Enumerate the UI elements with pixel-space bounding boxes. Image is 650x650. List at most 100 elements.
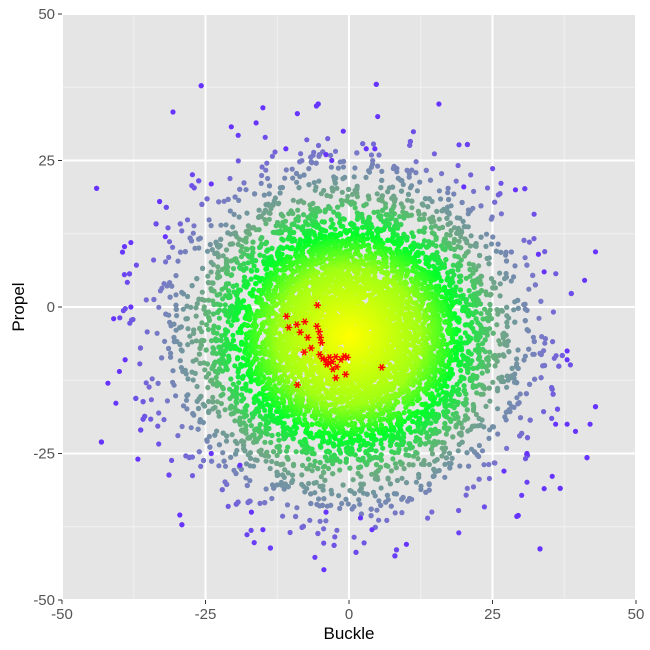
data-point [293,513,299,520]
data-point [463,275,469,281]
data-point [188,304,194,310]
data-point [188,238,195,244]
data-point [267,465,273,472]
data-point [226,353,232,359]
data-point [166,254,172,260]
data-point [210,262,216,268]
data-point [263,221,269,227]
data-point [436,225,442,231]
data-point [445,312,452,318]
data-point [401,466,407,472]
data-point [279,230,285,236]
data-point [445,185,451,191]
data-point [540,363,546,369]
data-point [285,444,291,450]
data-point [189,473,196,479]
data-point [368,152,375,158]
data-point [309,468,315,474]
data-point [509,365,515,371]
data-point [244,482,250,489]
data-point [488,241,495,247]
data-point [526,346,532,352]
data-point [383,212,389,218]
data-point [392,553,398,559]
data-point [243,187,249,193]
data-point [473,334,479,340]
data-point [446,450,453,456]
data-point [272,149,278,155]
data-point [218,401,224,407]
data-point [161,417,167,423]
data-point [167,294,173,300]
data-point [568,290,574,297]
data-point [514,361,520,367]
data-point [400,494,406,501]
data-point [360,455,366,461]
data-point [215,409,221,415]
data-point [521,357,527,363]
data-point [289,472,296,478]
data-point [465,211,471,217]
data-point [334,185,340,191]
data-point [484,356,490,362]
data-point [177,512,183,518]
data-point [189,283,195,289]
data-point [419,286,425,292]
data-point [308,500,314,507]
data-point [526,239,533,245]
data-point [280,213,286,219]
data-point [294,179,300,185]
data-point [296,185,302,191]
data-point [196,351,202,357]
data-point [284,425,290,431]
data-point [282,481,288,487]
data-point [220,430,226,436]
data-point [240,373,246,379]
data-point [470,382,476,389]
data-point [154,330,160,336]
data-point [241,180,247,186]
data-point [193,305,199,311]
data-point [229,272,235,278]
data-point [464,407,470,413]
data-point [281,420,287,426]
data-point [306,480,312,487]
data-point [355,456,361,462]
data-point [531,236,537,242]
data-point [373,448,379,454]
data-point [282,467,288,473]
data-point [223,222,229,228]
data-point [243,475,249,481]
data-point [335,165,341,171]
data-point [192,245,198,251]
data-point [189,454,195,460]
data-point [352,165,358,171]
data-point [582,277,588,283]
data-point [248,423,254,429]
data-point [394,169,400,175]
data-point [162,338,168,344]
data-point [422,196,428,202]
data-point [379,168,385,174]
data-point [228,322,234,328]
data-point [278,479,284,485]
data-point [269,153,275,159]
data-point [301,200,307,206]
data-point [205,326,211,333]
data-point [243,427,249,433]
data-point [370,141,377,147]
data-point [177,358,183,364]
data-point [416,471,422,478]
data-point [121,272,127,278]
data-point [294,505,300,511]
data-point [490,353,496,359]
data-point [209,377,215,383]
data-point [429,198,435,205]
data-point [279,251,285,257]
data-point [462,322,468,328]
data-point [222,407,228,413]
data-point [216,442,222,448]
data-point [488,276,495,282]
data-point [137,361,143,367]
data-point [459,307,466,314]
